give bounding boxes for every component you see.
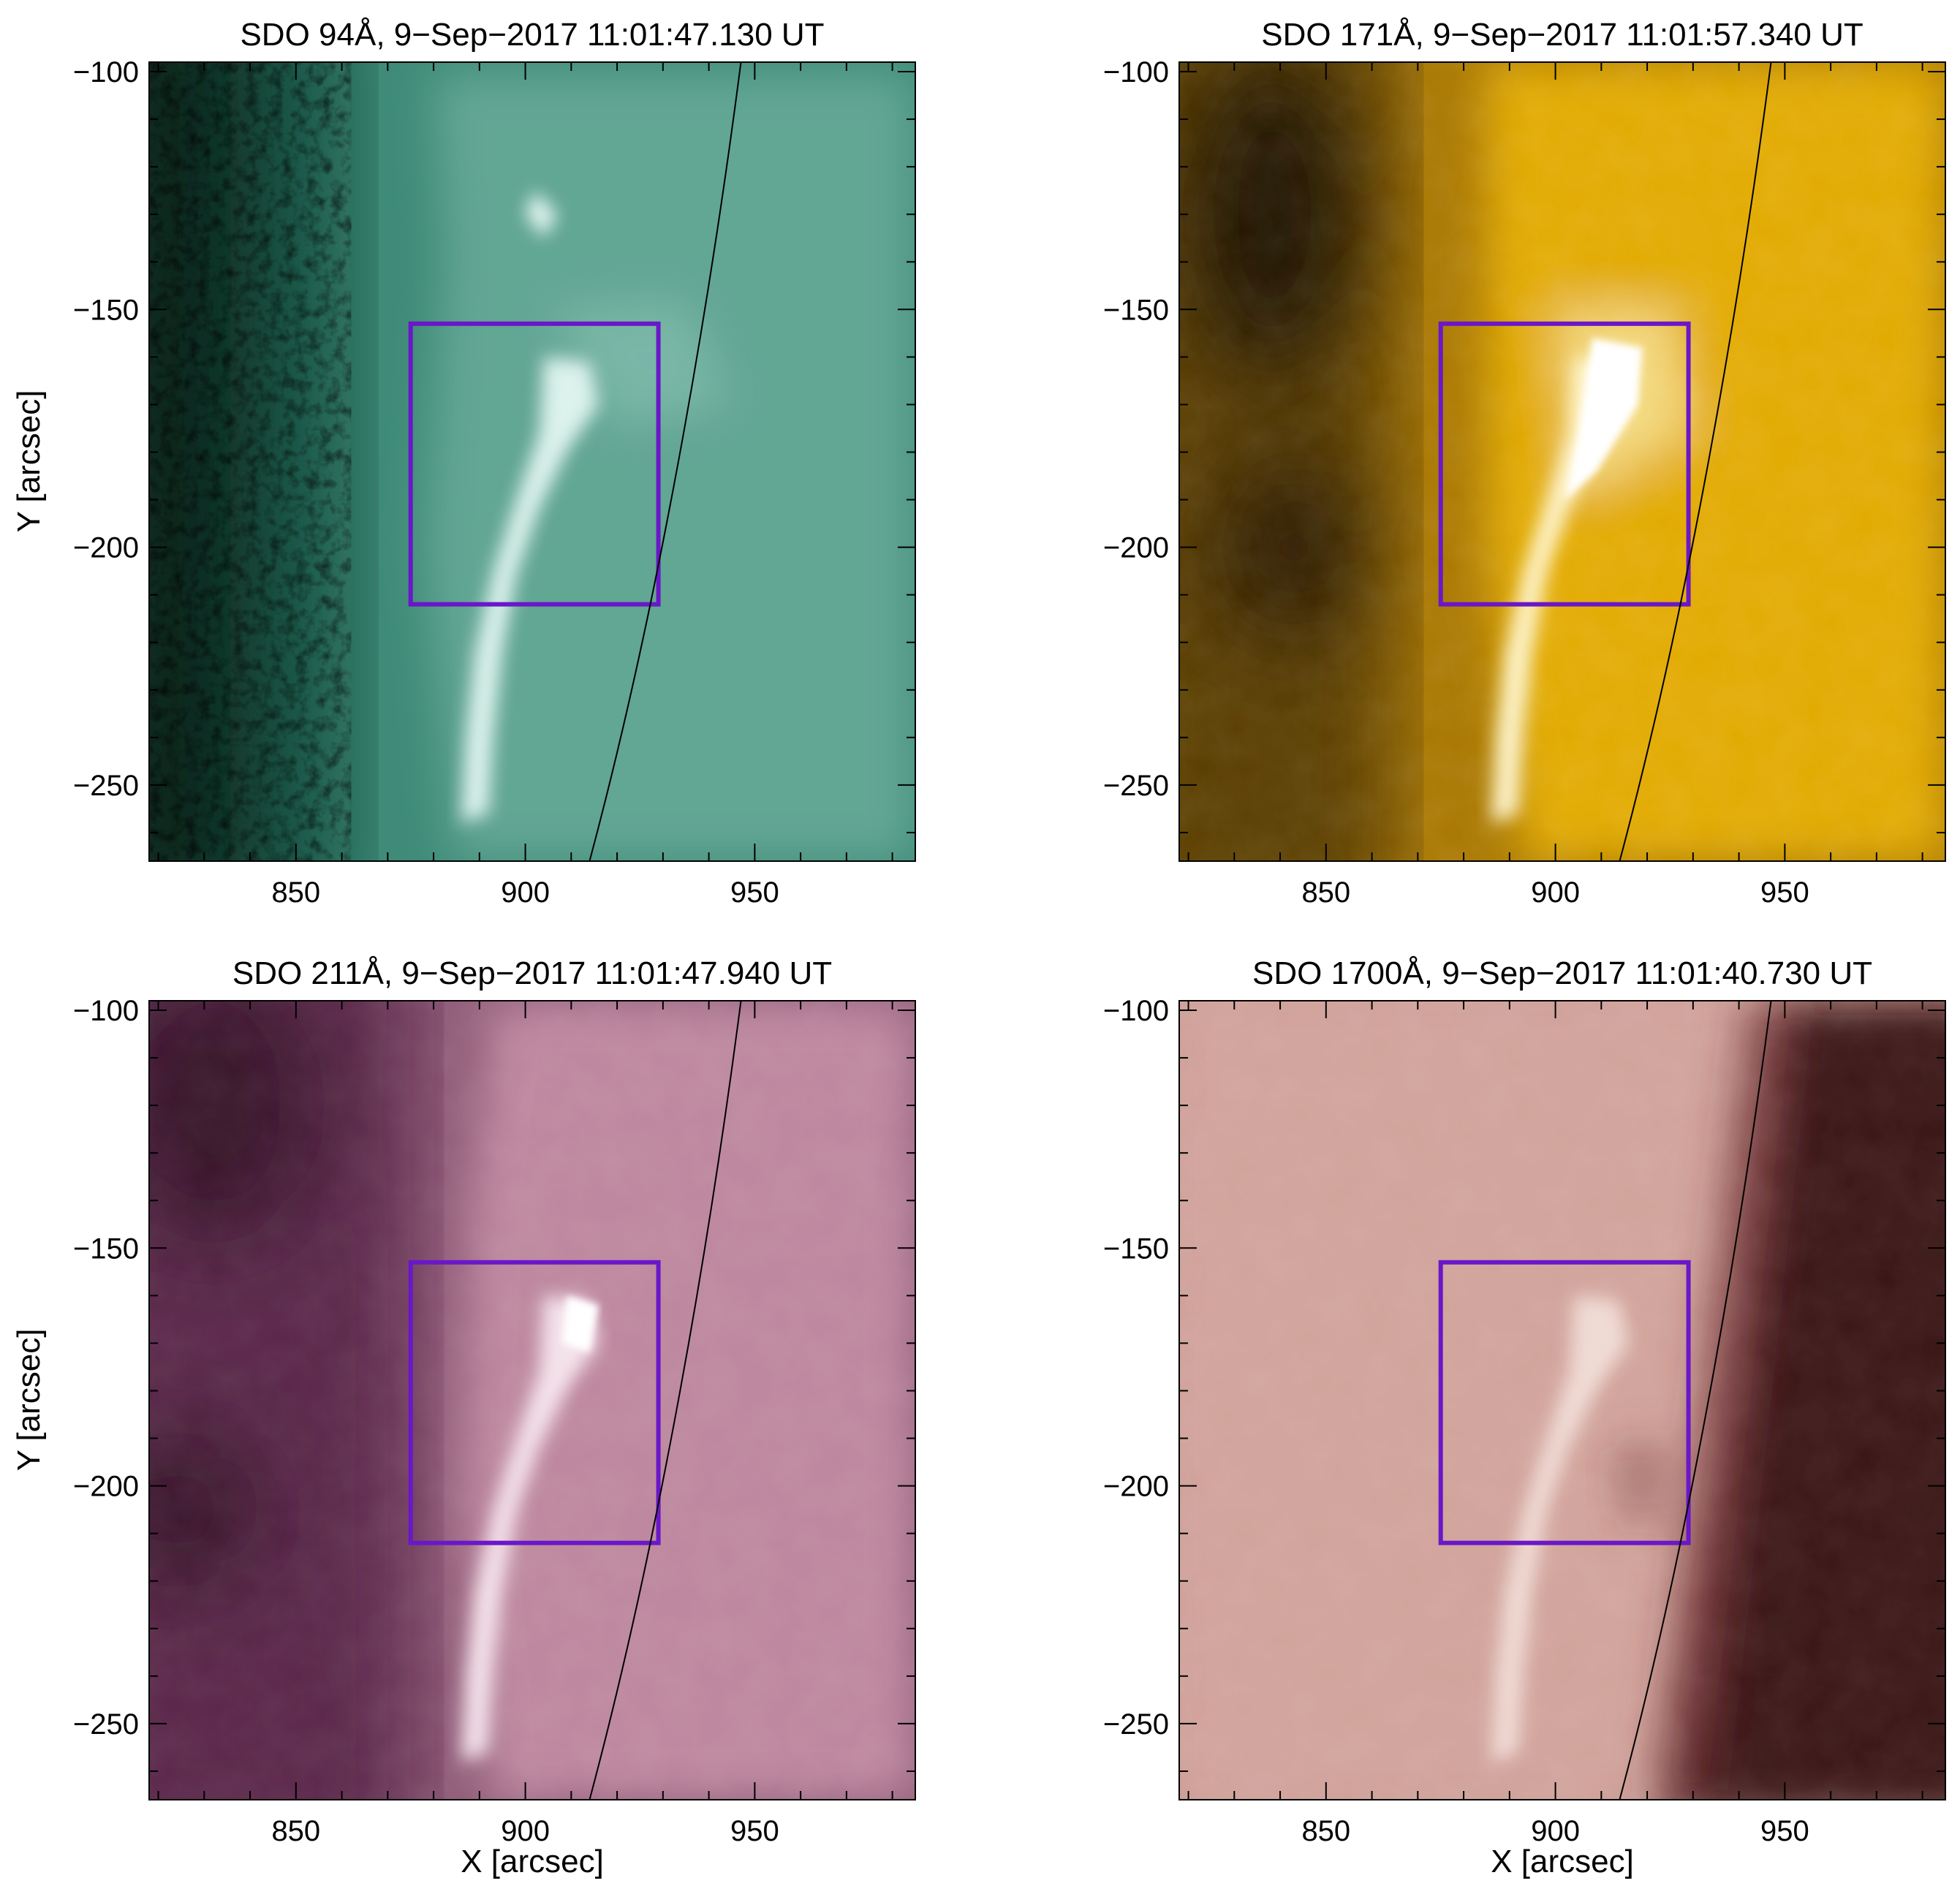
solar-limb-line <box>589 61 742 862</box>
noise-speckle <box>149 62 333 861</box>
x-tick-label: 850 <box>271 1815 320 1847</box>
x-tick-label: 850 <box>1301 876 1350 909</box>
y-tick-label: −200 <box>73 1471 139 1503</box>
x-axis-label: X [arcsec] <box>1491 1844 1634 1879</box>
y-tick-label: −200 <box>1103 532 1169 564</box>
y-tick-label: −250 <box>73 1708 139 1741</box>
roi-box <box>1438 321 1691 607</box>
axes-frame <box>148 61 916 862</box>
y-tick-label: −150 <box>1103 1232 1169 1265</box>
panel-aia94: SDO 94Å, 9−Sep−2017 11:01:47.130 UT 850 9… <box>11 17 916 909</box>
x-tick-label: 950 <box>1760 1815 1809 1847</box>
y-tick-label: −100 <box>73 995 139 1027</box>
panel-title: SDO 1700Å, 9−Sep−2017 11:01:40.730 UT <box>1252 955 1872 991</box>
texture <box>1179 1001 1945 1800</box>
x-tick-label: 950 <box>1760 876 1809 909</box>
y-tick-label: −100 <box>1103 995 1169 1027</box>
y-tick-label: −200 <box>1103 1471 1169 1503</box>
x-tick-label: 850 <box>271 876 320 909</box>
y-tick-label: −100 <box>1103 56 1169 88</box>
y-tick-label: −250 <box>1103 770 1169 802</box>
axes-frame <box>1178 1000 1946 1800</box>
x-tick-label: 900 <box>1531 1815 1580 1847</box>
x-tick-label: 950 <box>730 1815 779 1847</box>
x-tick-label: 900 <box>1531 876 1580 909</box>
image-diffuse-emission <box>424 72 915 861</box>
y-tick-label: −150 <box>73 1232 139 1265</box>
x-tick-label: 900 <box>501 876 550 909</box>
x-tick-label: 950 <box>730 876 779 909</box>
panel-aia1700: SDO 1700Å, 9−Sep−2017 11:01:40.730 UT 85… <box>1103 955 1946 1879</box>
x-tick-label: 850 <box>1301 1815 1350 1847</box>
y-tick-label: −100 <box>73 56 139 88</box>
y-tick-label: −250 <box>1103 1708 1169 1741</box>
solar-image-area <box>1179 62 1945 861</box>
roi-box <box>408 1260 661 1545</box>
panel-title: SDO 171Å, 9−Sep−2017 11:01:57.340 UT <box>1261 17 1863 53</box>
panel-title: SDO 94Å, 9−Sep−2017 11:01:47.130 UT <box>240 17 824 53</box>
roi-box <box>1438 1260 1691 1545</box>
flare-ribbon <box>461 190 599 823</box>
axes-frame <box>1178 61 1946 862</box>
solar-image-area <box>149 62 915 861</box>
axes-frame <box>148 1000 916 1800</box>
solar-limb-line <box>589 1000 742 1800</box>
y-tick-label: −250 <box>73 770 139 802</box>
panel-aia211: SDO 211Å, 9−Sep−2017 11:01:47.940 UT 850… <box>11 955 916 1879</box>
texture <box>149 1001 915 1800</box>
solar-limb-line <box>1619 1000 1772 1800</box>
y-axis-label: Y [arcsec] <box>11 1329 47 1472</box>
y-axis-label: Y [arcsec] <box>11 390 47 533</box>
panel-aia171: SDO 171Å, 9−Sep−2017 11:01:57.340 UT 850… <box>1103 17 1946 909</box>
x-tick-label: 900 <box>501 1815 550 1847</box>
solar-limb-line <box>1619 61 1772 862</box>
panel-title: SDO 211Å, 9−Sep−2017 11:01:47.940 UT <box>232 955 832 991</box>
solar-image-area <box>149 1001 915 1800</box>
texture <box>1179 62 1945 861</box>
solar-image-area <box>1179 1001 1945 1800</box>
y-tick-label: −150 <box>73 294 139 326</box>
y-tick-label: −150 <box>1103 294 1169 326</box>
y-tick-label: −200 <box>73 532 139 564</box>
roi-box <box>408 321 661 607</box>
x-axis-label: X [arcsec] <box>461 1844 604 1879</box>
